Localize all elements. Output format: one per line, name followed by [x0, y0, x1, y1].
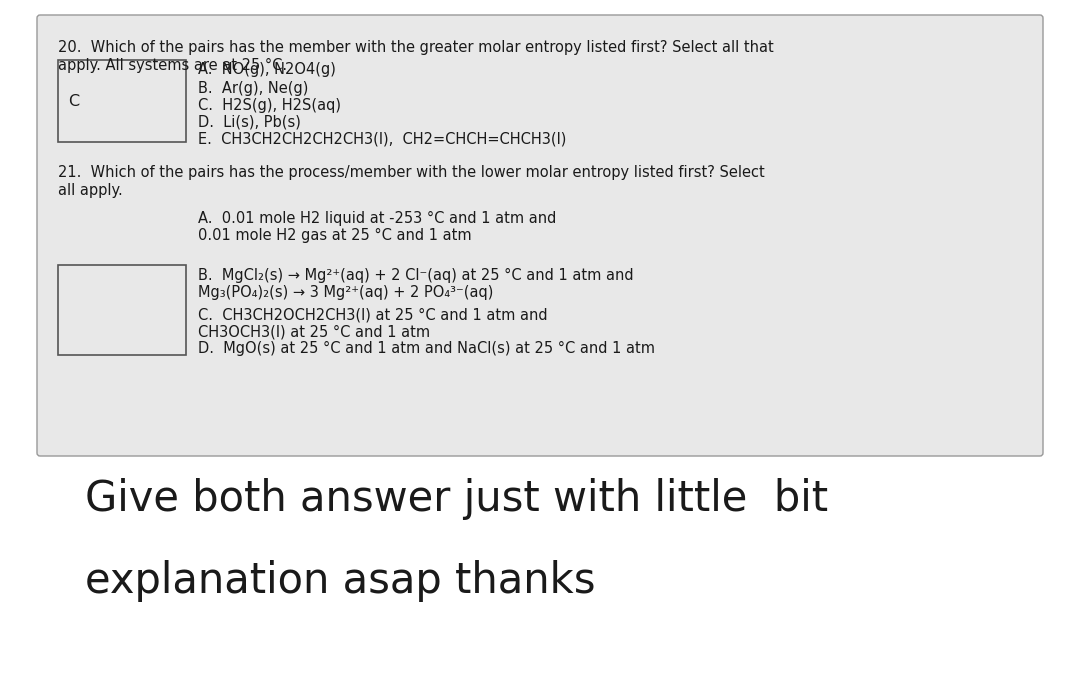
Text: Mg₃(PO₄)₂(s) → 3 Mg²⁺(aq) + 2 PO₄³⁻(aq): Mg₃(PO₄)₂(s) → 3 Mg²⁺(aq) + 2 PO₄³⁻(aq): [198, 285, 494, 300]
Text: E.  CH3CH2CH2CH2CH3(l),  CH2=CHCH=CHCH3(l): E. CH3CH2CH2CH2CH3(l), CH2=CHCH=CHCH3(l): [198, 132, 566, 147]
Text: 0.01 mole H2 gas at 25 °C and 1 atm: 0.01 mole H2 gas at 25 °C and 1 atm: [198, 228, 472, 243]
Text: all apply.: all apply.: [58, 183, 123, 198]
Text: explanation asap thanks: explanation asap thanks: [85, 560, 595, 602]
Text: D.  MgO(s) at 25 °C and 1 atm and NaCl(s) at 25 °C and 1 atm: D. MgO(s) at 25 °C and 1 atm and NaCl(s)…: [198, 341, 654, 356]
Text: C.  CH3CH2OCH2CH3(l) at 25 °C and 1 atm and: C. CH3CH2OCH2CH3(l) at 25 °C and 1 atm a…: [198, 307, 548, 322]
Text: B.  Ar(g), Ne(g): B. Ar(g), Ne(g): [198, 80, 309, 95]
Text: apply. All systems are at 25 °C.: apply. All systems are at 25 °C.: [58, 58, 287, 73]
Text: 21.  Which of the pairs has the process/member with the lower molar entropy list: 21. Which of the pairs has the process/m…: [58, 165, 765, 180]
Text: A.  NO(g), N2O4(g): A. NO(g), N2O4(g): [198, 62, 336, 77]
Text: C: C: [68, 93, 79, 108]
Text: 20.  Which of the pairs has the member with the greater molar entropy listed fir: 20. Which of the pairs has the member wi…: [58, 40, 773, 55]
Text: B.  MgCl₂(s) → Mg²⁺(aq) + 2 Cl⁻(aq) at 25 °C and 1 atm and: B. MgCl₂(s) → Mg²⁺(aq) + 2 Cl⁻(aq) at 25…: [198, 268, 634, 283]
Text: A.  0.01 mole H2 liquid at -253 °C and 1 atm and: A. 0.01 mole H2 liquid at -253 °C and 1 …: [198, 211, 556, 226]
Text: D.  Li(s), Pb(s): D. Li(s), Pb(s): [198, 115, 301, 130]
Text: Give both answer just with little  bit: Give both answer just with little bit: [85, 478, 828, 520]
FancyBboxPatch shape: [37, 15, 1043, 456]
Bar: [58, 60, 186, 142]
Text: CH3OCH3(l) at 25 °C and 1 atm: CH3OCH3(l) at 25 °C and 1 atm: [198, 324, 430, 339]
Text: C.  H2S(g), H2S(aq): C. H2S(g), H2S(aq): [198, 98, 341, 113]
Bar: [58, 265, 186, 355]
